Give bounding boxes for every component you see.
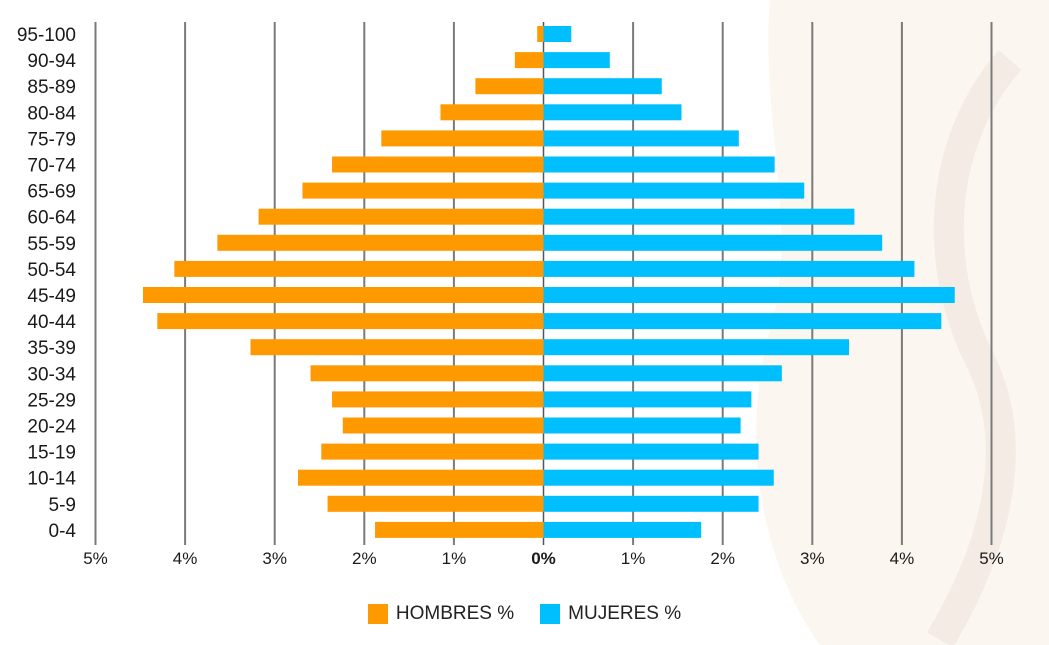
age-label: 15-19 [27,443,76,464]
bar-mujeres-0-4 [543,521,702,538]
bar-mujeres-50-54 [543,260,915,277]
age-label: 75-79 [27,129,76,150]
x-tick-label: 5% [979,549,1004,568]
bar-hombres-65-69 [302,182,544,199]
bar-hombres-5-9 [327,495,544,512]
bar-hombres-20-24 [342,417,544,434]
bar-hombres-0-4 [375,521,544,538]
bar-mujeres-90-94 [543,52,610,69]
bar-hombres-50-54 [174,260,544,277]
bar-mujeres-20-24 [543,417,741,434]
bar-hombres-25-29 [332,391,544,408]
bar-mujeres-60-64 [543,208,855,225]
bar-hombres-75-79 [381,130,544,147]
legend-label-hombres: HOMBRES % [395,603,515,624]
age-label: 70-74 [27,156,76,177]
bar-mujeres-5-9 [543,495,759,512]
bar-mujeres-45-49 [543,287,955,303]
bar-mujeres-70-74 [543,156,775,173]
bars [142,26,955,538]
bar-hombres-90-94 [514,52,544,69]
background-swirl-stroke [927,50,1022,645]
bar-mujeres-85-89 [543,78,662,95]
legend-item-mujeres: MUJERES % [540,603,681,625]
bar-hombres-45-49 [142,287,544,303]
bar-hombres-70-74 [332,156,544,173]
bar-mujeres-15-19 [543,443,759,460]
x-tick-label: 4% [890,549,915,568]
age-label: 25-29 [27,390,76,411]
age-label: 45-49 [27,286,76,307]
x-tick-label: 3% [800,549,825,568]
bar-mujeres-55-59 [543,234,883,251]
gridlines [94,22,993,545]
legend-item-hombres: HOMBRES % [367,603,515,625]
age-label: 0-4 [49,521,77,542]
legend: HOMBRES % MUJERES % [0,603,1049,625]
bar-mujeres-25-29 [543,391,752,408]
age-label: 55-59 [27,234,76,255]
x-tick-label: 0% [531,549,556,568]
bar-mujeres-40-44 [543,313,942,330]
bar-hombres-15-19 [321,443,544,460]
age-label: 20-24 [27,417,76,438]
legend-label-mujeres: MUJERES % [568,603,682,624]
bar-hombres-55-59 [217,234,544,251]
age-label: 5-9 [49,495,76,516]
bar-hombres-40-44 [157,313,544,330]
age-label: 85-89 [27,77,76,98]
bar-hombres-30-34 [310,365,544,382]
x-tick-label: 4% [173,549,198,568]
age-label: 65-69 [27,182,76,203]
bar-mujeres-30-34 [543,365,782,382]
age-labels: 95-100 90-94 85-89 80-84 75-79 70-74 65-69 60-6… [17,25,77,542]
age-label: 35-39 [27,338,76,359]
x-tick-label: 2% [352,549,377,568]
bar-mujeres-95-100 [543,26,572,42]
bar-mujeres-35-39 [543,339,850,356]
bar-hombres-95-100 [537,26,544,42]
legend-swatch-mujeres [540,604,561,624]
bar-mujeres-65-69 [543,182,805,199]
bar-hombres-80-84 [440,104,544,121]
age-label: 30-34 [27,364,76,385]
x-tick-label: 1% [442,549,467,568]
age-label: 50-54 [27,260,76,281]
age-label: 40-44 [27,312,76,333]
x-tick-label: 2% [710,549,735,568]
age-label: 90-94 [27,51,76,72]
bar-hombres-10-14 [297,469,544,486]
bar-mujeres-80-84 [543,104,682,121]
legend-swatch-hombres [367,604,388,624]
x-axis-ticks: 5% 4% 3% 2% 1% 0% 1% 2% 3% 4% 5% [83,549,1004,568]
bar-hombres-85-89 [475,78,544,95]
age-label: 60-64 [27,208,76,229]
x-tick-label: 1% [621,549,646,568]
age-label: 80-84 [27,103,76,124]
bar-mujeres-75-79 [543,130,739,147]
age-label: 10-14 [27,469,76,490]
bar-mujeres-10-14 [543,469,774,486]
bar-hombres-35-39 [250,339,544,356]
x-tick-label: 5% [83,549,108,568]
age-label: 95-100 [17,25,76,46]
bar-hombres-60-64 [258,208,544,225]
x-tick-label: 3% [262,549,287,568]
